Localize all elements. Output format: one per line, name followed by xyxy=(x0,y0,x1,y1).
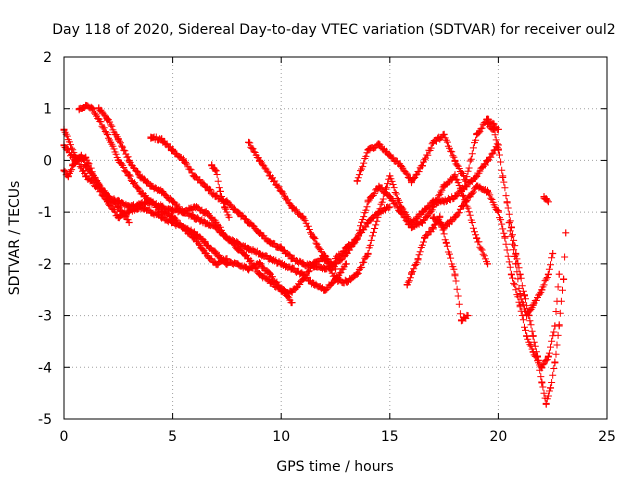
x-tick-label: 10 xyxy=(272,429,290,445)
y-tick-label: -3 xyxy=(38,309,52,325)
y-axis-label: SDTVAR / TECUs xyxy=(7,181,23,296)
chart-background xyxy=(0,0,640,480)
x-tick-label: 5 xyxy=(168,429,177,445)
x-tick-label: 25 xyxy=(598,429,616,445)
y-tick-label: -2 xyxy=(38,257,52,273)
x-tick-label: 20 xyxy=(489,429,507,445)
y-tick-label: -1 xyxy=(38,205,52,221)
chart: Day 118 of 2020, Sidereal Day-to-day VTE… xyxy=(0,0,640,480)
x-tick-label: 15 xyxy=(381,429,399,445)
y-tick-label: 0 xyxy=(43,153,52,169)
x-tick-label: 0 xyxy=(60,429,69,445)
y-tick-label: 2 xyxy=(43,50,52,66)
y-tick-label: -5 xyxy=(38,412,52,428)
y-tick-label: -4 xyxy=(38,360,52,376)
chart-title: Day 118 of 2020, Sidereal Day-to-day VTE… xyxy=(52,22,615,38)
x-axis-label: GPS time / hours xyxy=(276,459,393,475)
y-tick-label: 1 xyxy=(43,102,52,118)
